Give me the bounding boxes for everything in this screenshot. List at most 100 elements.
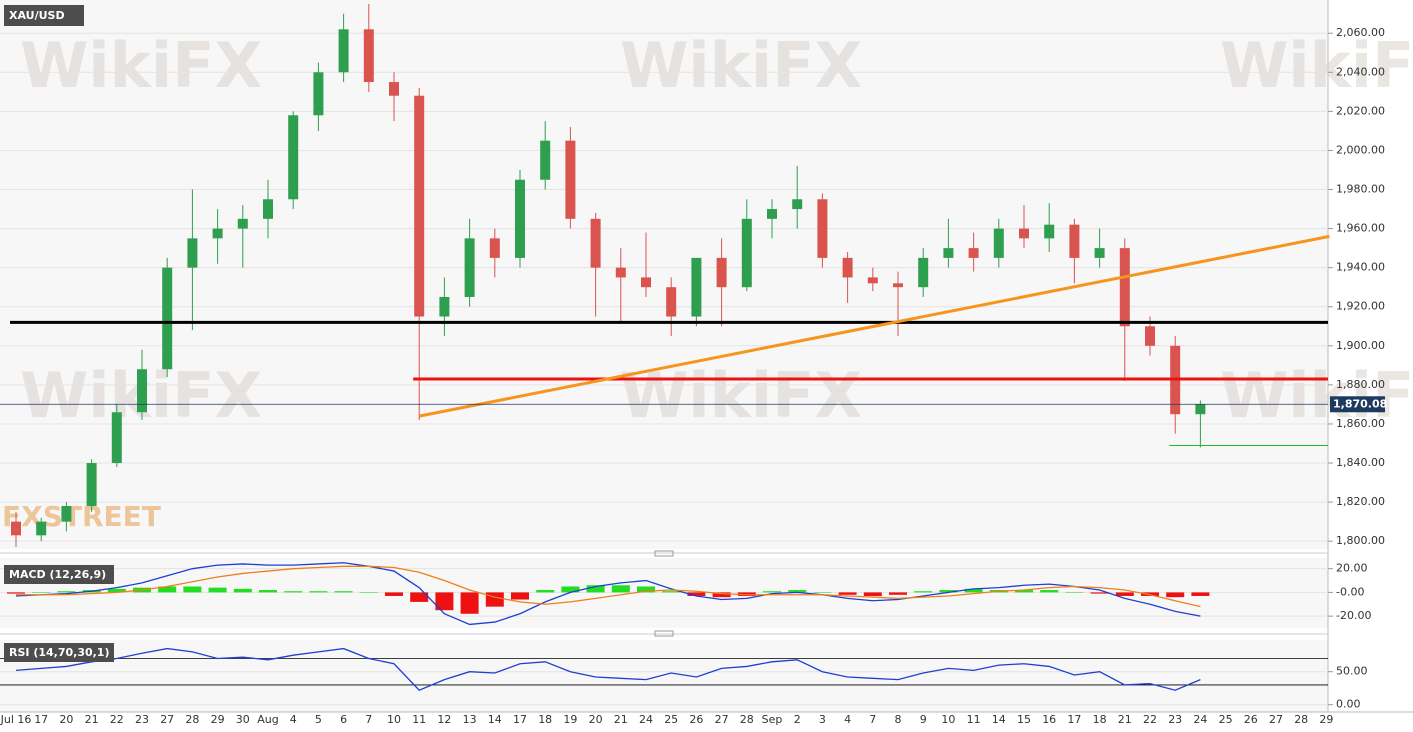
x-tick-label: 7 bbox=[365, 713, 372, 726]
x-tick-label: 4 bbox=[290, 713, 297, 726]
watermark: WikiFX bbox=[620, 29, 862, 102]
candle-body bbox=[338, 29, 349, 73]
last-price-box bbox=[1330, 396, 1385, 413]
macd-histogram-bar bbox=[964, 588, 983, 593]
candle-body bbox=[1069, 224, 1080, 258]
price-panel bbox=[0, 0, 1328, 549]
candle-body bbox=[36, 521, 47, 536]
x-tick-label: 27 bbox=[160, 713, 174, 726]
x-tick-label: 21 bbox=[85, 713, 99, 726]
brand-watermark: FXSTREET bbox=[2, 500, 161, 533]
macd-histogram-bar bbox=[334, 591, 353, 593]
x-tick-label: 25 bbox=[664, 713, 678, 726]
candle-body bbox=[389, 82, 399, 96]
candle-body bbox=[1094, 248, 1105, 258]
x-tick-label: 22 bbox=[110, 713, 124, 726]
symbol-tag bbox=[4, 5, 84, 26]
x-tick-label: 7 bbox=[869, 713, 876, 726]
macd-histogram-bar bbox=[183, 586, 202, 593]
macd-histogram-bar bbox=[1115, 592, 1134, 596]
x-tick-label: 27 bbox=[1269, 713, 1283, 726]
trendline bbox=[418, 234, 1330, 418]
x-tick-label: 10 bbox=[941, 713, 955, 726]
symbol-label: XAU/USD bbox=[9, 9, 65, 22]
x-tick-label: 21 bbox=[1118, 713, 1132, 726]
candle-body bbox=[767, 209, 777, 219]
candle-body bbox=[641, 277, 651, 288]
candle-body bbox=[666, 287, 677, 317]
candle-body bbox=[565, 140, 576, 219]
rsi-label: RSI (14,70,30,1) bbox=[9, 646, 109, 659]
candle-body bbox=[187, 238, 198, 268]
x-tick-label: 18 bbox=[538, 713, 552, 726]
candle-body bbox=[61, 506, 72, 522]
macd-line bbox=[16, 565, 1201, 608]
resize-handle[interactable] bbox=[654, 630, 674, 637]
macd-histogram-bar bbox=[712, 592, 731, 598]
y-tick-label: 1,860.00 bbox=[1336, 417, 1385, 430]
x-tick-label: 11 bbox=[412, 713, 426, 726]
macd-histogram-bar bbox=[863, 592, 882, 596]
candle-body bbox=[893, 283, 903, 288]
x-tick-label: 28 bbox=[740, 713, 754, 726]
macd-histogram-bar bbox=[485, 592, 504, 607]
y-tick-label: -0.00 bbox=[1336, 585, 1364, 598]
x-tick-label: Jul 16 bbox=[0, 713, 31, 726]
candle-body bbox=[288, 115, 299, 200]
macd-histogram-bar bbox=[511, 592, 529, 600]
plot-layer: 1,800.00 1,820.00 1,840.00 1,860.00 1,880.00… bbox=[0, 3, 1387, 726]
x-tick-label: 5 bbox=[315, 713, 322, 726]
macd-histogram-bar bbox=[1166, 592, 1185, 598]
candle-body bbox=[867, 277, 878, 284]
candle-body bbox=[590, 218, 601, 268]
x-tick-label: 4 bbox=[844, 713, 851, 726]
y-tick-label: 1,820.00 bbox=[1336, 495, 1385, 508]
candle-body bbox=[1195, 404, 1206, 415]
macd-histogram-bar bbox=[637, 586, 655, 593]
resize-handle[interactable] bbox=[654, 550, 674, 557]
candle-body bbox=[212, 228, 223, 239]
macd-histogram-bar bbox=[359, 592, 378, 593]
y-tick-label: 2,000.00 bbox=[1336, 143, 1385, 156]
x-tick-label: 14 bbox=[488, 713, 502, 726]
macd-histogram-bar bbox=[1015, 590, 1033, 593]
candle-body bbox=[137, 369, 147, 413]
candle-body bbox=[414, 95, 425, 317]
macd-histogram-bar bbox=[914, 591, 933, 593]
y-tick-label: 1,920.00 bbox=[1336, 300, 1385, 313]
candle-body bbox=[918, 257, 929, 288]
candle-body bbox=[237, 218, 248, 229]
x-tick-label: 29 bbox=[211, 713, 225, 726]
candle-body bbox=[691, 257, 702, 317]
candle-body bbox=[263, 199, 273, 219]
x-tick-label: 18 bbox=[1093, 713, 1107, 726]
x-tick-label: 22 bbox=[1143, 713, 1157, 726]
macd-histogram-bar bbox=[435, 592, 454, 611]
x-tick-label: 24 bbox=[639, 713, 653, 726]
candle-body bbox=[1019, 228, 1029, 239]
macd-histogram-bar bbox=[57, 591, 76, 593]
y-tick-label: 1,840.00 bbox=[1336, 456, 1385, 469]
y-tick-label: 0.00 bbox=[1336, 698, 1361, 711]
macd-histogram-bar bbox=[32, 592, 51, 593]
macd-histogram-bar bbox=[788, 590, 807, 593]
candle-body bbox=[515, 179, 525, 258]
x-tick-label: 25 bbox=[1219, 713, 1233, 726]
y-tick-label: 1,900.00 bbox=[1336, 339, 1385, 352]
x-tick-label: 16 bbox=[1042, 713, 1056, 726]
macd-histogram-bar bbox=[662, 591, 681, 593]
candle-body bbox=[489, 238, 500, 258]
candle-body bbox=[792, 199, 803, 210]
x-tick-label: 26 bbox=[1244, 713, 1258, 726]
x-tick-label: 17 bbox=[513, 713, 527, 726]
x-tick-label: 17 bbox=[1067, 713, 1081, 726]
macd-histogram-bar bbox=[561, 586, 580, 593]
x-tick-label: 8 bbox=[895, 713, 902, 726]
last-price-label: 1,870.08 bbox=[1333, 397, 1387, 410]
macd-label: MACD (12,26,9) bbox=[9, 568, 106, 581]
candle-body bbox=[968, 248, 979, 258]
macd-histogram-bar bbox=[107, 588, 126, 593]
y-tick-label: 1,880.00 bbox=[1336, 378, 1385, 391]
y-tick-label: 2,040.00 bbox=[1336, 65, 1385, 78]
